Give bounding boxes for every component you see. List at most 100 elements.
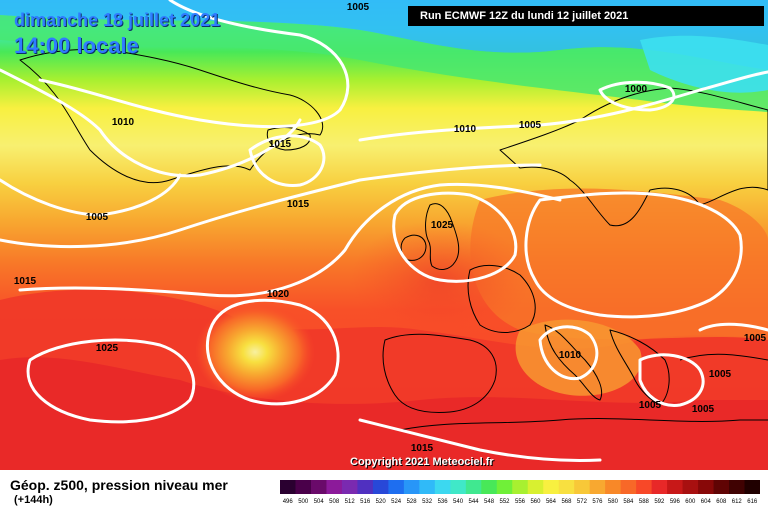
legend-swatch — [496, 480, 513, 494]
iberia-coast — [382, 333, 497, 413]
height-field-italy-orange — [515, 319, 642, 396]
legend-tick-label: 556 — [515, 499, 526, 505]
ireland-coast — [400, 234, 427, 261]
france-coast — [467, 264, 536, 333]
legend-tick-label: 588 — [639, 499, 650, 505]
isobar-label: 1015 — [269, 139, 292, 150]
legend-swatch — [527, 480, 544, 494]
isobar-label: 1015 — [14, 276, 37, 287]
legend-tick-label: 500 — [298, 499, 309, 505]
height-field-europe-orange — [470, 188, 768, 340]
color-legend: 496 500 504 508 512 516 520 524 528 532 536 540 544 5… — [280, 480, 760, 505]
isobar-label: 1025 — [431, 220, 454, 231]
isobar-label: 1000 — [625, 84, 648, 95]
legend-tick-label: 608 — [716, 499, 727, 505]
isobar-1025-azores — [26, 338, 196, 424]
legend-tick-label: 580 — [608, 499, 619, 505]
map-footer: Géop. z500, pression niveau mer (+144h) … — [0, 470, 768, 512]
isobar-1005-balkans — [638, 353, 705, 407]
isobar-1010-greenland — [0, 68, 302, 178]
model-run-label: Run ECMWF 12Z du lundi 12 juillet 2021 — [408, 6, 764, 26]
legend-swatch — [744, 480, 760, 494]
legend-tick-label: 576 — [592, 499, 603, 505]
height-field-green-band — [0, 15, 768, 112]
legend-tick-label: 548 — [484, 499, 495, 505]
isobar-label: 1005 — [86, 212, 109, 223]
legend-swatch — [372, 480, 389, 494]
isobars — [0, 0, 768, 461]
product-title: Géop. z500, pression niveau mer — [10, 477, 228, 493]
isobar-1015-iceland — [248, 134, 326, 187]
iceland-coast — [266, 127, 311, 151]
lead-time: (+144h) — [14, 494, 53, 506]
isobar-label: 1005 — [692, 404, 715, 415]
legend-tick-label: 516 — [360, 499, 371, 505]
isobar-1015-atlantic — [0, 163, 542, 249]
isobar-label: 1005 — [744, 333, 767, 344]
isobar-label: 1005 — [709, 369, 732, 380]
isobar-1005-greenland-low — [0, 173, 182, 217]
legend-swatch — [280, 480, 296, 494]
legend-swatch — [729, 480, 746, 494]
north-africa-coast — [399, 418, 768, 431]
legend-swatch — [543, 480, 560, 494]
legend-tick-label: 532 — [422, 499, 433, 505]
legend-tick-label: 568 — [561, 499, 572, 505]
legend-swatch — [341, 480, 358, 494]
italy-coast — [544, 324, 603, 401]
legend-tick-label: 584 — [623, 499, 634, 505]
greenland-coast — [19, 48, 324, 184]
isobar-label: 1005 — [347, 2, 370, 13]
legend-swatch — [558, 480, 575, 494]
legend-tick-label: 508 — [329, 499, 340, 505]
legend-swatch — [698, 480, 715, 494]
legend-swatch — [682, 480, 699, 494]
legend-tick-label: 596 — [670, 499, 681, 505]
isobar-labels: 1005 1000 1010 1005 1010 1015 1015 1005 … — [14, 2, 767, 454]
isobar-label: 1010 — [559, 350, 582, 361]
balkans-coast — [609, 329, 670, 406]
legend-tick-label: 544 — [469, 499, 480, 505]
legend-tick-label: 552 — [500, 499, 511, 505]
legend-swatch — [434, 480, 451, 494]
isobar-1010-italy — [538, 325, 599, 381]
legend-swatch — [326, 480, 343, 494]
legend-tick-label: 560 — [530, 499, 541, 505]
turkey-coast — [679, 353, 768, 361]
legend-tick-label: 540 — [453, 499, 464, 505]
legend-swatch — [667, 480, 684, 494]
legend-tick-label: 600 — [685, 499, 696, 505]
isobar-label: 1015 — [287, 199, 310, 210]
isobar-1010-north-band — [358, 70, 768, 142]
legend-swatch — [605, 480, 622, 494]
legend-tick-label: 592 — [654, 499, 665, 505]
isobar-1005-north — [38, 0, 350, 129]
isobar-1000-scandinavia — [598, 80, 676, 112]
isobar-1020-high — [18, 182, 562, 298]
forecast-time: 14:00 locale — [14, 33, 139, 58]
legend-tick-label: 496 — [283, 499, 294, 505]
legend-swatch — [450, 480, 467, 494]
isobar-1020-azores-ring — [205, 298, 340, 406]
legend-swatch — [357, 480, 374, 494]
forecast-date: dimanche 18 juillet 2021 — [14, 10, 221, 30]
legend-swatch — [636, 480, 653, 494]
legend-tick-label: 604 — [701, 499, 712, 505]
legend-swatch — [465, 480, 482, 494]
legend-tick-label: 536 — [438, 499, 449, 505]
legend-tick-label: 512 — [345, 499, 356, 505]
copyright-notice: Copyright 2021 Meteociel.fr — [350, 456, 494, 468]
legend-tick-label: 520 — [376, 499, 387, 505]
isobar-1025-britain — [392, 191, 518, 283]
isobar-label: 1005 — [639, 400, 662, 411]
legend-swatch — [295, 480, 312, 494]
isobar-label: 1010 — [112, 117, 135, 128]
height-field-south-deep — [0, 357, 768, 470]
legend-swatch — [403, 480, 420, 494]
legend-swatch — [651, 480, 668, 494]
legend-swatch — [574, 480, 591, 494]
legend-swatch — [713, 480, 730, 494]
legend-swatch — [310, 480, 327, 494]
coastlines — [19, 48, 768, 431]
